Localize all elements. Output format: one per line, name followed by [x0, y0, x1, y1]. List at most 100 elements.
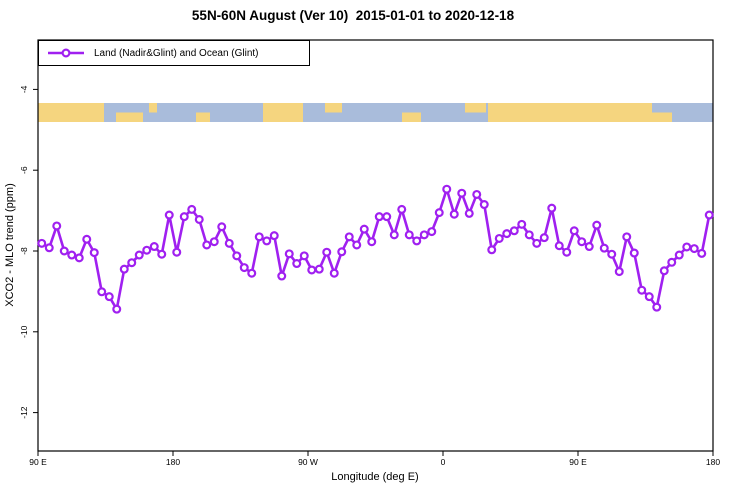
data-point: [359, 224, 369, 234]
data-point: [142, 245, 152, 255]
data-point: [52, 221, 62, 231]
data-point: [247, 268, 257, 278]
data-point: [314, 264, 324, 274]
data-point: [374, 212, 384, 222]
data-point: [194, 214, 204, 224]
data-point: [539, 233, 549, 243]
x-tick-label: 180: [166, 457, 180, 467]
y-tick-label: -6: [19, 166, 29, 174]
data-point: [464, 208, 474, 218]
data-point: [442, 184, 452, 194]
data-point: [262, 236, 272, 246]
y-tick-label: -12: [19, 406, 29, 419]
data-point: [224, 238, 234, 248]
data-point: [682, 242, 692, 252]
data-point: [134, 250, 144, 260]
data-point: [622, 232, 632, 242]
data-point: [299, 251, 309, 261]
legend-label: Land (Nadir&Glint) and Ocean (Glint): [94, 47, 259, 59]
data-point: [479, 200, 489, 210]
data-point: [67, 250, 77, 260]
data-point: [404, 230, 414, 240]
legend-marker-icon: [48, 48, 84, 58]
data-point: [209, 237, 219, 247]
data-point: [667, 257, 677, 267]
data-point: [232, 251, 242, 261]
data-point: [337, 247, 347, 257]
data-point: [637, 285, 647, 295]
data-point: [329, 268, 339, 278]
data-point: [607, 249, 617, 259]
data-point: [509, 226, 519, 236]
data-point: [584, 242, 594, 252]
map-strip-land-patch: [116, 112, 143, 122]
data-point: [104, 292, 114, 302]
data-point: [187, 204, 197, 214]
x-tick-label: 180: [706, 457, 720, 467]
y-tick-label: -10: [19, 325, 29, 338]
data-point: [367, 237, 377, 247]
data-point: [524, 230, 534, 240]
map-strip-land-patch: [652, 112, 672, 122]
y-axis-label: XCO2 - MLO trend (ppm): [4, 183, 16, 307]
x-tick-label: 90 W: [298, 457, 318, 467]
data-point: [89, 248, 99, 258]
data-point: [697, 248, 707, 258]
data-point: [179, 212, 189, 222]
data-point: [472, 189, 482, 199]
data-point: [419, 230, 429, 240]
data-point: [487, 245, 497, 255]
data-point: [569, 226, 579, 236]
data-point: [254, 232, 264, 242]
data-point: [59, 246, 69, 256]
data-point: [532, 238, 542, 248]
chart-title: 55N-60N August (Ver 10) 2015-01-01 to 20…: [191, 8, 515, 23]
data-point: [322, 247, 332, 257]
data-point: [434, 208, 444, 218]
data-point: [674, 250, 684, 260]
data-point: [119, 264, 129, 274]
data-point: [494, 233, 504, 243]
data-point: [562, 247, 572, 257]
data-point: [37, 238, 47, 248]
data-point: [292, 259, 302, 269]
map-strip-land-patch: [465, 103, 486, 113]
data-point: [269, 231, 279, 241]
data-point: [554, 241, 564, 251]
map-strip-ocean-segment: [303, 103, 488, 122]
data-point: [284, 249, 294, 259]
x-tick-label: 90 E: [569, 457, 587, 467]
x-axis-label: Longitude (deg E): [331, 471, 419, 483]
data-point: [652, 302, 662, 312]
data-point: [449, 209, 459, 219]
data-point: [614, 267, 624, 277]
data-point: [704, 210, 714, 220]
data-line: [41, 187, 711, 311]
data-point: [389, 230, 399, 240]
data-point: [149, 242, 159, 252]
data-point: [457, 188, 467, 198]
map-strip-land-patch: [402, 112, 421, 122]
map-strip-land-patch: [196, 112, 210, 122]
map-strip-land-patch: [325, 103, 342, 113]
data-point: [157, 249, 167, 259]
data-point: [127, 258, 137, 268]
data-point: [599, 243, 609, 253]
data-point: [412, 236, 422, 246]
data-point: [112, 304, 122, 314]
data-point: [689, 244, 699, 254]
data-point: [592, 220, 602, 230]
data-point: [277, 271, 287, 281]
data-point: [97, 287, 107, 297]
data-point: [82, 234, 92, 244]
data-point: [172, 247, 182, 257]
data-point: [382, 212, 392, 222]
data-point: [217, 222, 227, 232]
data-point: [352, 240, 362, 250]
map-strip-ocean-segment: [104, 103, 263, 122]
x-tick-label: 0: [441, 457, 446, 467]
map-strip-land-patch: [149, 103, 157, 113]
data-point: [202, 240, 212, 250]
